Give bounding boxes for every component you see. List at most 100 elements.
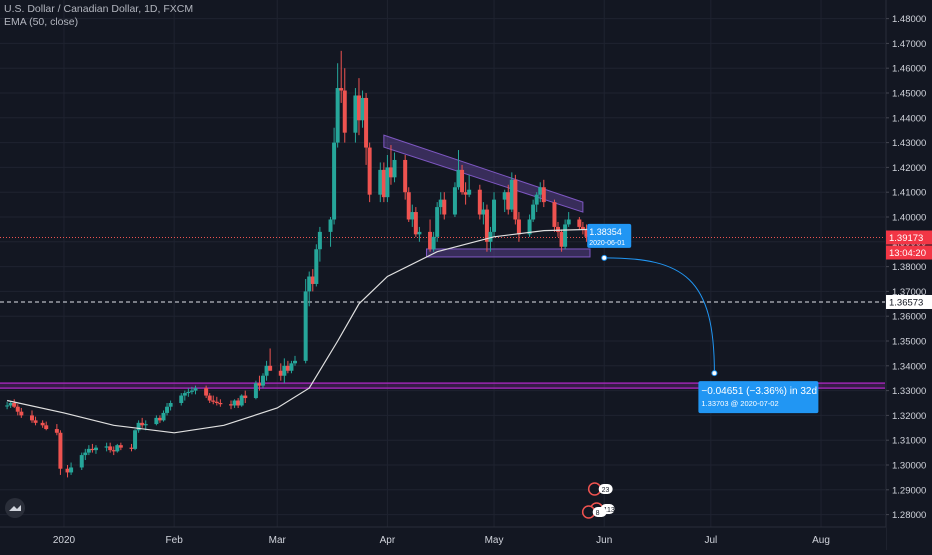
- symbol-title: U.S. Dollar / Canadian Dollar, 1D, FXCM: [4, 3, 194, 15]
- price-tick-label: 1.48000: [892, 14, 926, 25]
- candle-body: [108, 446, 113, 451]
- candle-body: [86, 448, 91, 453]
- candle-body: [211, 400, 216, 402]
- ema-line: [6, 228, 591, 434]
- candle-body: [460, 169, 465, 193]
- candle-body: [239, 395, 244, 406]
- time-tick-label: Jun: [596, 535, 612, 546]
- triangle-upper-band: [383, 134, 584, 213]
- tradingview-logo: [5, 498, 25, 518]
- time-axis-bg: [0, 527, 886, 550]
- candle-body: [204, 388, 209, 396]
- event-badge-count: 23: [602, 487, 610, 494]
- candle-body: [552, 202, 557, 227]
- price-tick-label: 1.38000: [892, 262, 926, 273]
- candle-body: [140, 422, 145, 426]
- time-tick-label: Aug: [812, 535, 830, 546]
- last-price-label: 1.39173 13:04:20: [886, 230, 932, 260]
- candle-body: [566, 219, 571, 225]
- candle-body: [584, 229, 589, 237]
- indicator-label: EMA (50, close): [4, 16, 79, 28]
- candle-body: [339, 88, 344, 91]
- candle-body: [388, 167, 393, 178]
- candle-body: [161, 412, 166, 421]
- candle-body: [484, 209, 489, 242]
- price-tick-label: 1.44000: [892, 113, 926, 124]
- candle-body: [531, 204, 536, 220]
- price-tick-label: 1.40000: [892, 213, 926, 224]
- price-tick-label: 1.41000: [892, 188, 926, 199]
- candle-body: [303, 291, 308, 361]
- candle-body: [406, 192, 411, 220]
- price-tick-label: 1.42000: [892, 163, 926, 174]
- candle-body: [378, 169, 383, 195]
- candle-body: [115, 445, 120, 452]
- candle-body: [559, 231, 564, 247]
- countdown-value: 13:04:20: [889, 248, 926, 259]
- candle-body: [33, 420, 38, 423]
- candle-body: [189, 390, 194, 392]
- candle-body: [154, 417, 159, 425]
- candle-body: [165, 406, 170, 413]
- candle-body: [19, 411, 24, 416]
- candle-body: [83, 452, 88, 456]
- projection-target: 1.33703 @ 2020-07-02: [701, 399, 778, 408]
- price-tick-label: 1.30000: [892, 461, 926, 472]
- time-tick-label: Apr: [380, 535, 396, 546]
- triangle-lower-band: [426, 248, 591, 258]
- candle-body: [538, 187, 543, 195]
- candle-body: [136, 422, 141, 431]
- candle-body: [282, 365, 287, 376]
- candle-body: [335, 88, 340, 143]
- candle-body: [253, 383, 258, 399]
- candle-body: [410, 212, 415, 220]
- time-tick-label: May: [485, 535, 504, 546]
- candle-body: [168, 403, 173, 407]
- candle-body: [214, 401, 219, 403]
- time-tick-label: Mar: [269, 535, 287, 546]
- event-badge-count: 8: [596, 510, 600, 517]
- candle-body: [29, 415, 34, 421]
- candle-body: [218, 403, 223, 405]
- candle-body: [261, 375, 266, 386]
- candle-body: [509, 179, 514, 210]
- last-price-value: 1.39173: [889, 233, 923, 244]
- candle-body: [118, 445, 123, 448]
- candle-body: [293, 360, 297, 364]
- candle-body: [278, 370, 283, 376]
- event-badge-count: 113: [604, 507, 615, 514]
- candle-body: [534, 194, 539, 205]
- price-tick-label: 1.31000: [892, 436, 926, 447]
- candle-body: [40, 422, 45, 426]
- candle-body: [54, 429, 59, 433]
- projection-change: −0.04651 (−3.36%) in 32d: [701, 386, 817, 397]
- candle-body: [129, 447, 134, 449]
- candle-body: [413, 212, 418, 235]
- candle-body: [307, 276, 312, 292]
- candle-body: [541, 187, 546, 203]
- candle-body: [65, 468, 70, 473]
- support-zone: [0, 383, 885, 389]
- candle-body: [392, 159, 397, 178]
- projection-arc: [604, 257, 715, 374]
- candle-body: [364, 97, 369, 148]
- price-tick-label: 1.37000: [892, 287, 926, 298]
- price-tick-label: 1.47000: [892, 39, 926, 50]
- candle-body: [435, 207, 440, 237]
- projection-box: [698, 381, 819, 414]
- candle-body: [563, 224, 568, 247]
- candle-body: [488, 231, 493, 242]
- countdown-box: [886, 245, 932, 260]
- candle-body: [193, 388, 198, 391]
- candle-body: [577, 219, 582, 227]
- price-tick-label: 1.33000: [892, 386, 926, 397]
- candle-body: [328, 219, 333, 232]
- candle-body: [431, 236, 436, 250]
- price-tick-label: 1.46000: [892, 64, 926, 75]
- logo-icon: [9, 505, 21, 511]
- candle-body: [332, 142, 337, 220]
- time-tick-label: Feb: [166, 535, 184, 546]
- candle-body: [438, 199, 443, 208]
